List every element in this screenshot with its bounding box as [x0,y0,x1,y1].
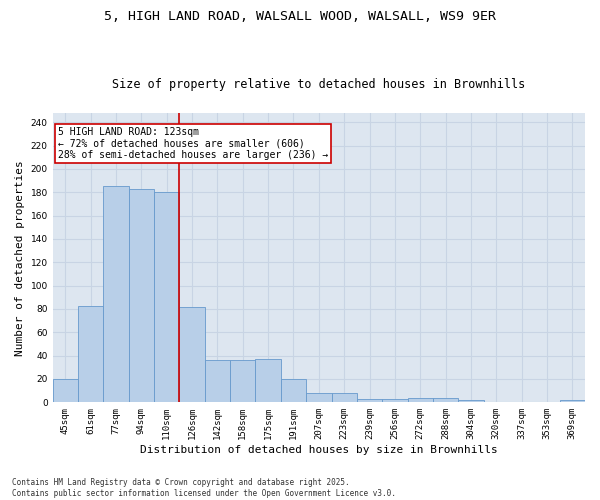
Y-axis label: Number of detached properties: Number of detached properties [15,160,25,356]
Bar [129,189,154,402]
X-axis label: Distribution of detached houses by size in Brownhills: Distribution of detached houses by size … [140,445,498,455]
Bar [154,192,179,402]
Bar [230,360,256,403]
Bar [256,359,281,403]
Bar [357,399,382,402]
Bar [332,393,357,402]
Text: 5, HIGH LAND ROAD, WALSALL WOOD, WALSALL, WS9 9ER: 5, HIGH LAND ROAD, WALSALL WOOD, WALSALL… [104,10,496,23]
Text: Contains HM Land Registry data © Crown copyright and database right 2025.
Contai: Contains HM Land Registry data © Crown c… [12,478,396,498]
Bar [281,379,306,402]
Bar [306,393,332,402]
Bar [382,399,407,402]
Bar [458,400,484,402]
Bar [78,306,103,402]
Bar [205,360,230,403]
Title: Size of property relative to detached houses in Brownhills: Size of property relative to detached ho… [112,78,526,91]
Bar [179,306,205,402]
Bar [560,400,585,402]
Bar [407,398,433,402]
Bar [53,379,78,402]
Text: 5 HIGH LAND ROAD: 123sqm
← 72% of detached houses are smaller (606)
28% of semi-: 5 HIGH LAND ROAD: 123sqm ← 72% of detach… [58,127,328,160]
Bar [103,186,129,402]
Bar [433,398,458,402]
